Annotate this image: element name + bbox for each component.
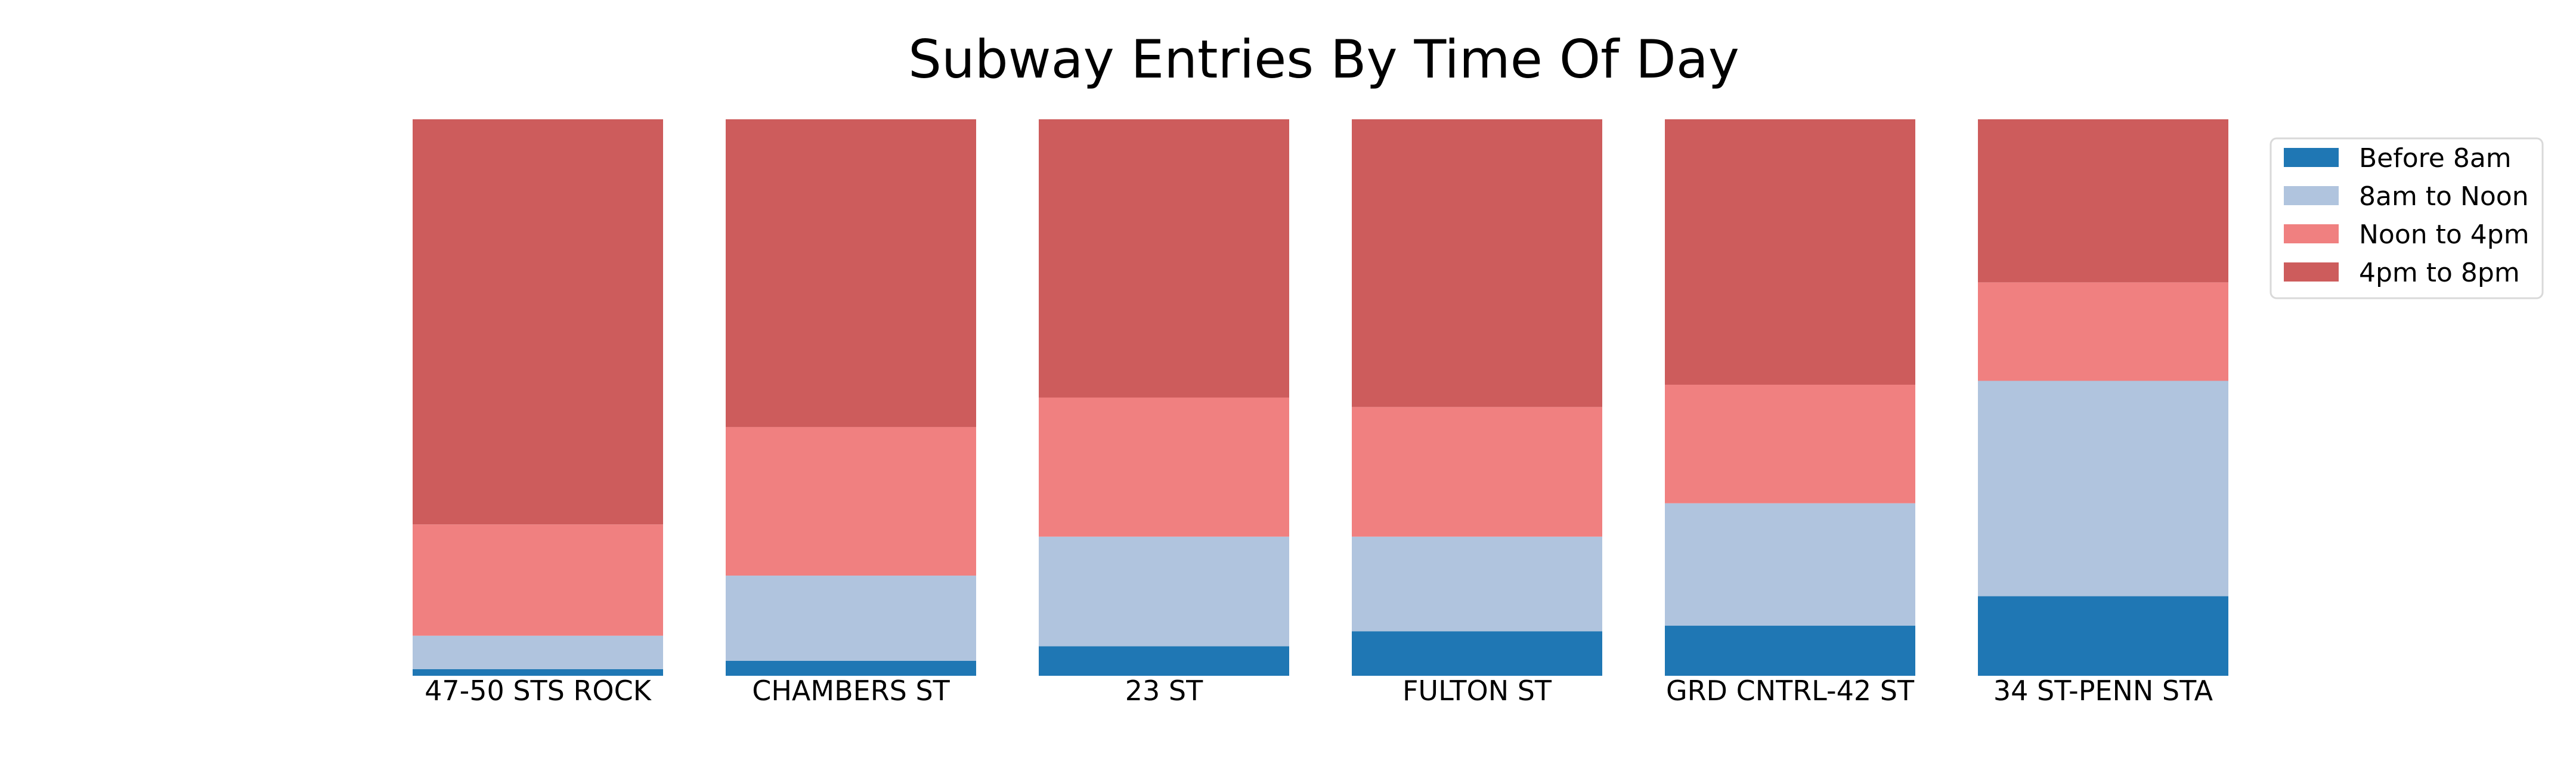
bar-segment — [726, 426, 976, 576]
bar-segment — [413, 635, 663, 669]
bar-segment — [1039, 119, 1289, 398]
bar-segment — [413, 524, 663, 636]
bar-segment — [413, 669, 663, 676]
x-tick-labels: 47-50 STS ROCK CHAMBERS ST 23 ST FULTON ST G… — [425, 675, 2213, 707]
x-tick-label: GRD CNTRL-42 ST — [1666, 675, 1915, 707]
legend-label: Noon to 4pm — [2359, 219, 2529, 250]
bar-segment — [1352, 536, 1602, 632]
legend-label: 8am to Noon — [2359, 181, 2529, 212]
bar-segment — [1978, 381, 2228, 596]
bar-stack — [1978, 119, 2228, 676]
bar-segment — [1039, 397, 1289, 537]
bar-stack — [1039, 119, 1289, 676]
legend-swatch — [2284, 148, 2339, 167]
bar-segment — [1978, 282, 2228, 381]
legend-label: Before 8am — [2359, 143, 2512, 174]
bar-segment — [726, 119, 976, 427]
bar-segment — [1978, 119, 2228, 283]
bar-segment — [1665, 119, 1915, 385]
bar-segment — [1352, 407, 1602, 537]
bar-stack — [1665, 119, 1915, 676]
bar-segment — [1352, 631, 1602, 676]
legend-label: 4pm to 8pm — [2359, 258, 2520, 288]
bars-group — [413, 119, 2228, 676]
x-tick-label: 34 ST-PENN STA — [1993, 675, 2213, 707]
bar-segment — [1352, 119, 1602, 407]
bar-segment — [413, 119, 663, 525]
bar-segment — [1665, 385, 1915, 503]
x-tick-label: 47-50 STS ROCK — [425, 675, 652, 707]
bar-segment — [1665, 503, 1915, 626]
legend: Before 8am 8am to Noon Noon to 4pm 4pm to 8… — [2270, 137, 2544, 299]
bar-segment — [1978, 596, 2228, 676]
bar-segment — [726, 660, 976, 676]
x-tick-label: FULTON ST — [1402, 675, 1552, 707]
bar-segment — [1039, 536, 1289, 647]
legend-swatch — [2284, 262, 2339, 282]
bar-segment — [1665, 626, 1915, 676]
legend-swatch — [2284, 224, 2339, 243]
x-tick-label: CHAMBERS ST — [752, 675, 950, 707]
bar-stack — [726, 119, 976, 676]
chart-title: Subway Entries By Time Of Day — [908, 29, 1739, 90]
bar-segment — [1039, 646, 1289, 676]
x-tick-label: 23 ST — [1125, 675, 1203, 707]
bar-stack — [1352, 119, 1602, 676]
bar-segment — [726, 576, 976, 661]
legend-frame — [2270, 137, 2544, 299]
legend-swatch — [2284, 186, 2339, 205]
bar-stack — [413, 119, 663, 676]
